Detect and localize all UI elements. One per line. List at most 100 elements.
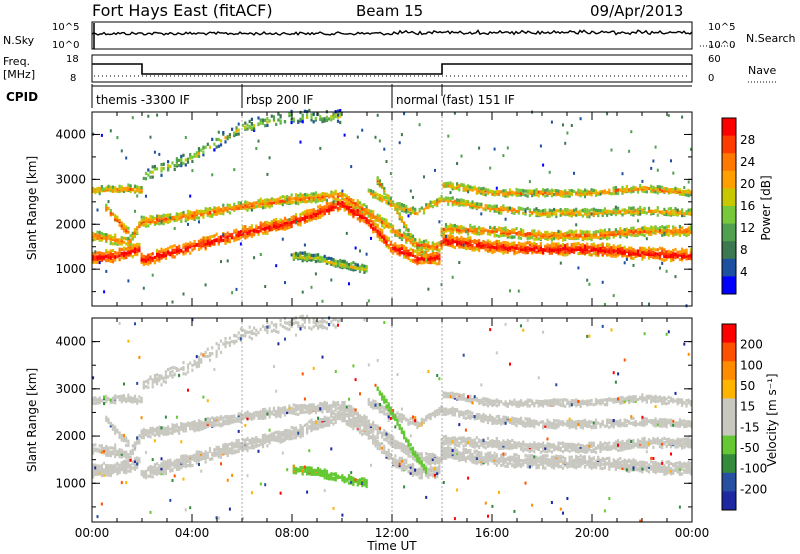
data-cell: [614, 191, 617, 195]
data-cell: [352, 200, 355, 204]
data-cell: [156, 426, 159, 430]
data-cell: [405, 246, 408, 250]
noise-cell: [462, 243, 465, 247]
noise-cell: [253, 256, 256, 260]
data-cell: [111, 426, 115, 431]
colorbar-swatch: [722, 276, 736, 295]
data-cell: [636, 227, 640, 232]
data-cell: [100, 258, 103, 262]
data-cell: [330, 201, 333, 205]
data-cell: [407, 207, 410, 211]
data-cell: [473, 225, 476, 229]
data-cell: [120, 236, 123, 240]
noise-cell: [160, 219, 163, 223]
data-cell: [610, 251, 613, 255]
data-cell: [182, 252, 185, 256]
data-cell: [250, 126, 253, 130]
data-cell: [392, 224, 395, 228]
data-cell: [608, 209, 611, 213]
data-cell: [650, 252, 653, 256]
data-cell: [400, 233, 403, 237]
data-cell: [392, 200, 395, 204]
data-cell: [321, 206, 324, 210]
data-cell: [350, 209, 353, 213]
data-cell: [167, 425, 170, 429]
data-cell: [411, 236, 415, 240]
data-cell: [542, 250, 545, 254]
data-cell: [643, 250, 646, 254]
data-cell: [489, 189, 492, 193]
data-cell: [416, 260, 419, 264]
data-cell: [484, 204, 487, 208]
data-cell: [436, 255, 439, 259]
data-cell: [449, 197, 452, 201]
noise-cell: [136, 194, 139, 198]
data-cell: [647, 227, 651, 231]
data-cell: [478, 202, 481, 206]
data-cell: [354, 262, 357, 266]
data-cell: [661, 210, 664, 214]
data-cell: [566, 249, 569, 253]
data-cell: [429, 200, 432, 204]
noise-cell: [275, 264, 278, 268]
data-cell: [636, 190, 640, 194]
data-cell: [650, 225, 653, 229]
data-cell: [650, 228, 653, 232]
data-cell: [678, 228, 681, 232]
data-cell: [539, 231, 542, 235]
data-cell: [438, 253, 441, 257]
data-cell: [248, 125, 251, 129]
data-cell: [515, 232, 518, 236]
data-cell: [158, 428, 161, 433]
data-cell: [603, 189, 606, 193]
data-cell: [153, 222, 156, 226]
data-cell: [184, 251, 187, 255]
data-cell: [672, 187, 675, 192]
data-cell: [164, 253, 167, 258]
data-cell: [480, 227, 483, 231]
data-cell: [114, 425, 117, 429]
noise-cell: [142, 286, 145, 290]
data-cell: [444, 184, 448, 188]
data-cell: [317, 112, 320, 116]
data-cell: [107, 464, 110, 468]
noise-trace: [91, 23, 693, 49]
data-cell: [647, 230, 651, 235]
data-cell: [114, 214, 117, 218]
data-cell: [524, 207, 527, 212]
data-cell: [336, 264, 340, 268]
data-cell: [98, 251, 101, 255]
data-cell: [442, 227, 445, 231]
data-cell: [127, 185, 130, 189]
data-cell: [105, 447, 108, 451]
data-cell: [270, 227, 273, 232]
data-cell: [100, 474, 103, 478]
data-cell: [244, 229, 247, 233]
noise-cell: [105, 269, 108, 273]
data-cell: [561, 250, 565, 254]
data-cell: [535, 243, 538, 247]
data-cell: [681, 250, 684, 254]
data-cell: [100, 231, 103, 236]
data-cell: [195, 209, 198, 213]
noise-cell: [370, 236, 372, 240]
data-cell: [652, 188, 655, 192]
data-cell: [226, 206, 229, 210]
data-cell: [416, 243, 419, 248]
data-cell: [131, 396, 134, 400]
noise-cell: [418, 123, 421, 127]
noise-cell: [109, 129, 112, 133]
data-cell: [118, 463, 121, 467]
data-cell: [319, 197, 322, 201]
data-cell: [478, 227, 481, 231]
data-cell: [504, 233, 507, 237]
data-cell: [522, 250, 525, 254]
noise-cell: [641, 179, 644, 183]
data-cell: [672, 232, 675, 236]
data-cell: [133, 441, 137, 445]
data-cell: [164, 217, 167, 221]
data-cell: [314, 215, 317, 220]
data-cell: [111, 185, 115, 189]
data-cell: [500, 210, 503, 214]
data-cell: [394, 249, 397, 253]
